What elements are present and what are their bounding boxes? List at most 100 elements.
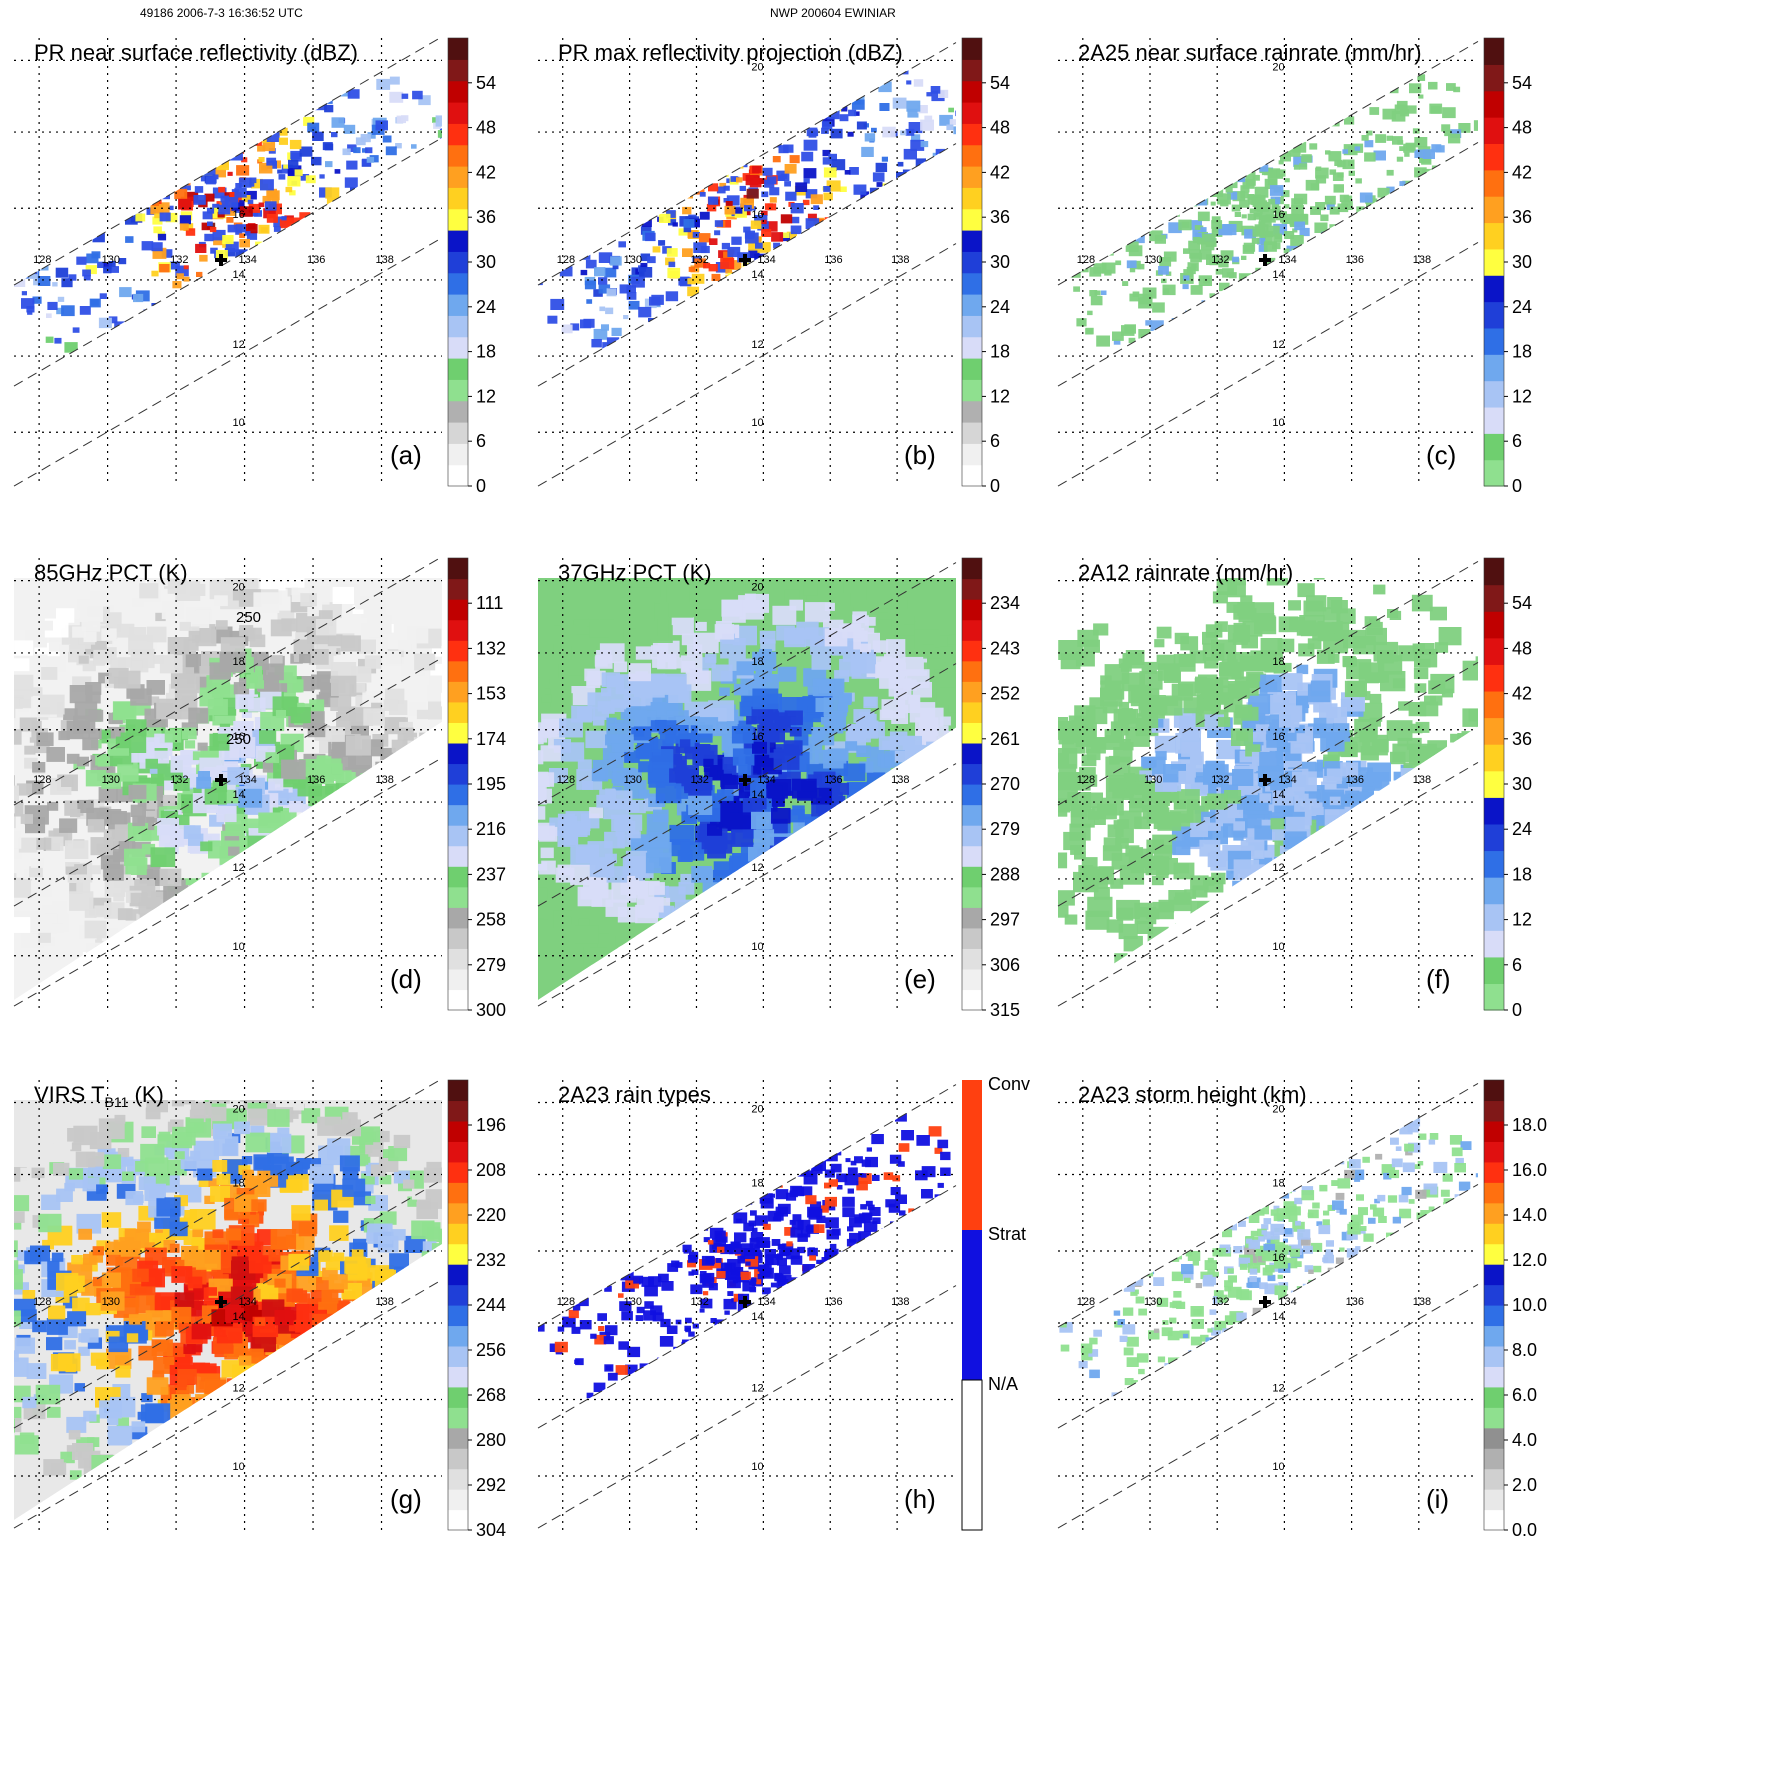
field-cell	[930, 86, 941, 94]
colorbar-segment	[962, 443, 982, 466]
field-cell	[720, 950, 738, 966]
field-cell	[1224, 122, 1230, 127]
field-cell	[1173, 178, 1181, 184]
field-cell	[668, 136, 680, 146]
field-cell	[1060, 134, 1072, 144]
field-cell	[1182, 284, 1189, 290]
colorbar-segment	[448, 422, 468, 444]
field-cell	[266, 131, 280, 142]
field-cell	[301, 357, 309, 363]
field-cell	[823, 186, 831, 192]
field-cell	[796, 275, 809, 286]
field-cell	[169, 996, 189, 1000]
field-cell	[1336, 243, 1343, 249]
field-cell	[659, 363, 669, 371]
field-cell	[361, 816, 383, 833]
field-cell	[325, 187, 340, 199]
field-cell	[1222, 224, 1237, 236]
field-cell	[268, 269, 281, 280]
field-cell	[1406, 105, 1417, 114]
field-cell	[311, 327, 320, 334]
field-cell	[1154, 234, 1166, 244]
colorbar-segment	[962, 464, 982, 487]
field-cell	[848, 957, 861, 968]
field-cell	[605, 107, 618, 118]
field-cell	[478, 706, 493, 718]
field-cell	[772, 79, 782, 87]
field-cell	[1373, 150, 1386, 161]
field-cell	[618, 241, 626, 248]
field-cell	[1065, 215, 1072, 220]
field-cell	[345, 870, 362, 884]
field-cell	[735, 387, 743, 393]
field-cell	[789, 323, 797, 329]
field-cell	[185, 175, 192, 181]
field-cell	[157, 103, 166, 111]
field-cell	[1082, 184, 1094, 194]
field-cell	[1303, 24, 1310, 30]
field-cell	[403, 287, 413, 295]
colorbar-segment	[448, 763, 468, 785]
field-cell	[1418, 277, 1427, 285]
field-cell	[80, 356, 93, 366]
field-cell	[755, 908, 775, 925]
field-cell	[381, 319, 392, 327]
field-cell	[343, 860, 361, 875]
field-cell	[568, 129, 578, 137]
field-cell	[1447, 159, 1461, 170]
field-cell	[170, 360, 177, 365]
field-cell	[920, 119, 934, 131]
field-cell	[1294, 193, 1308, 205]
field-cell	[222, 235, 234, 245]
field-cell	[1293, 362, 1307, 373]
field-cell	[803, 178, 810, 184]
field-cell	[782, 232, 790, 238]
field-cell	[846, 810, 859, 820]
colorbar-segment	[1484, 169, 1504, 197]
field-cell	[781, 886, 805, 906]
field-cell	[647, 81, 661, 92]
field-cell	[826, 180, 841, 192]
field-cell	[913, 245, 926, 257]
field-cell	[1399, 337, 1407, 344]
field-cell	[952, 151, 956, 159]
field-cell	[741, 706, 754, 717]
field-cell	[330, 958, 354, 977]
field-cell	[366, 200, 375, 207]
field-cell	[693, 242, 707, 253]
field-cell	[714, 303, 722, 309]
field-cell	[1130, 155, 1136, 160]
field-cell	[1189, 220, 1202, 230]
field-cell	[322, 300, 333, 309]
field-cell	[834, 362, 846, 371]
field-cell	[554, 625, 571, 639]
field-cell	[1410, 333, 1422, 343]
field-cell	[618, 163, 627, 171]
field-cell	[363, 913, 386, 932]
field-cell	[250, 318, 259, 325]
colorbar-label: 30	[990, 252, 1010, 272]
field-cell	[125, 236, 134, 243]
field-cell	[354, 859, 379, 879]
field-cell	[424, 737, 440, 750]
field-cell	[1245, 141, 1256, 149]
field-cell	[1326, 70, 1338, 80]
field-cell	[219, 274, 230, 283]
field-cell	[606, 288, 617, 297]
field-cell	[579, 199, 591, 209]
field-cell	[1083, 185, 1090, 191]
field-cell	[665, 257, 675, 266]
field-cell	[201, 137, 208, 143]
field-cell	[1112, 331, 1124, 341]
field-cell	[923, 644, 941, 659]
colorbar-segment	[448, 400, 468, 423]
field-cell	[507, 873, 517, 881]
field-cell	[1354, 146, 1361, 151]
field-cell	[1439, 330, 1445, 336]
field-cell	[690, 164, 705, 176]
field-cell	[392, 180, 402, 188]
field-cell	[1046, 263, 1051, 267]
lon-tick-130: 130	[102, 774, 120, 786]
field-cell	[538, 229, 545, 239]
field-cell	[1159, 110, 1174, 122]
